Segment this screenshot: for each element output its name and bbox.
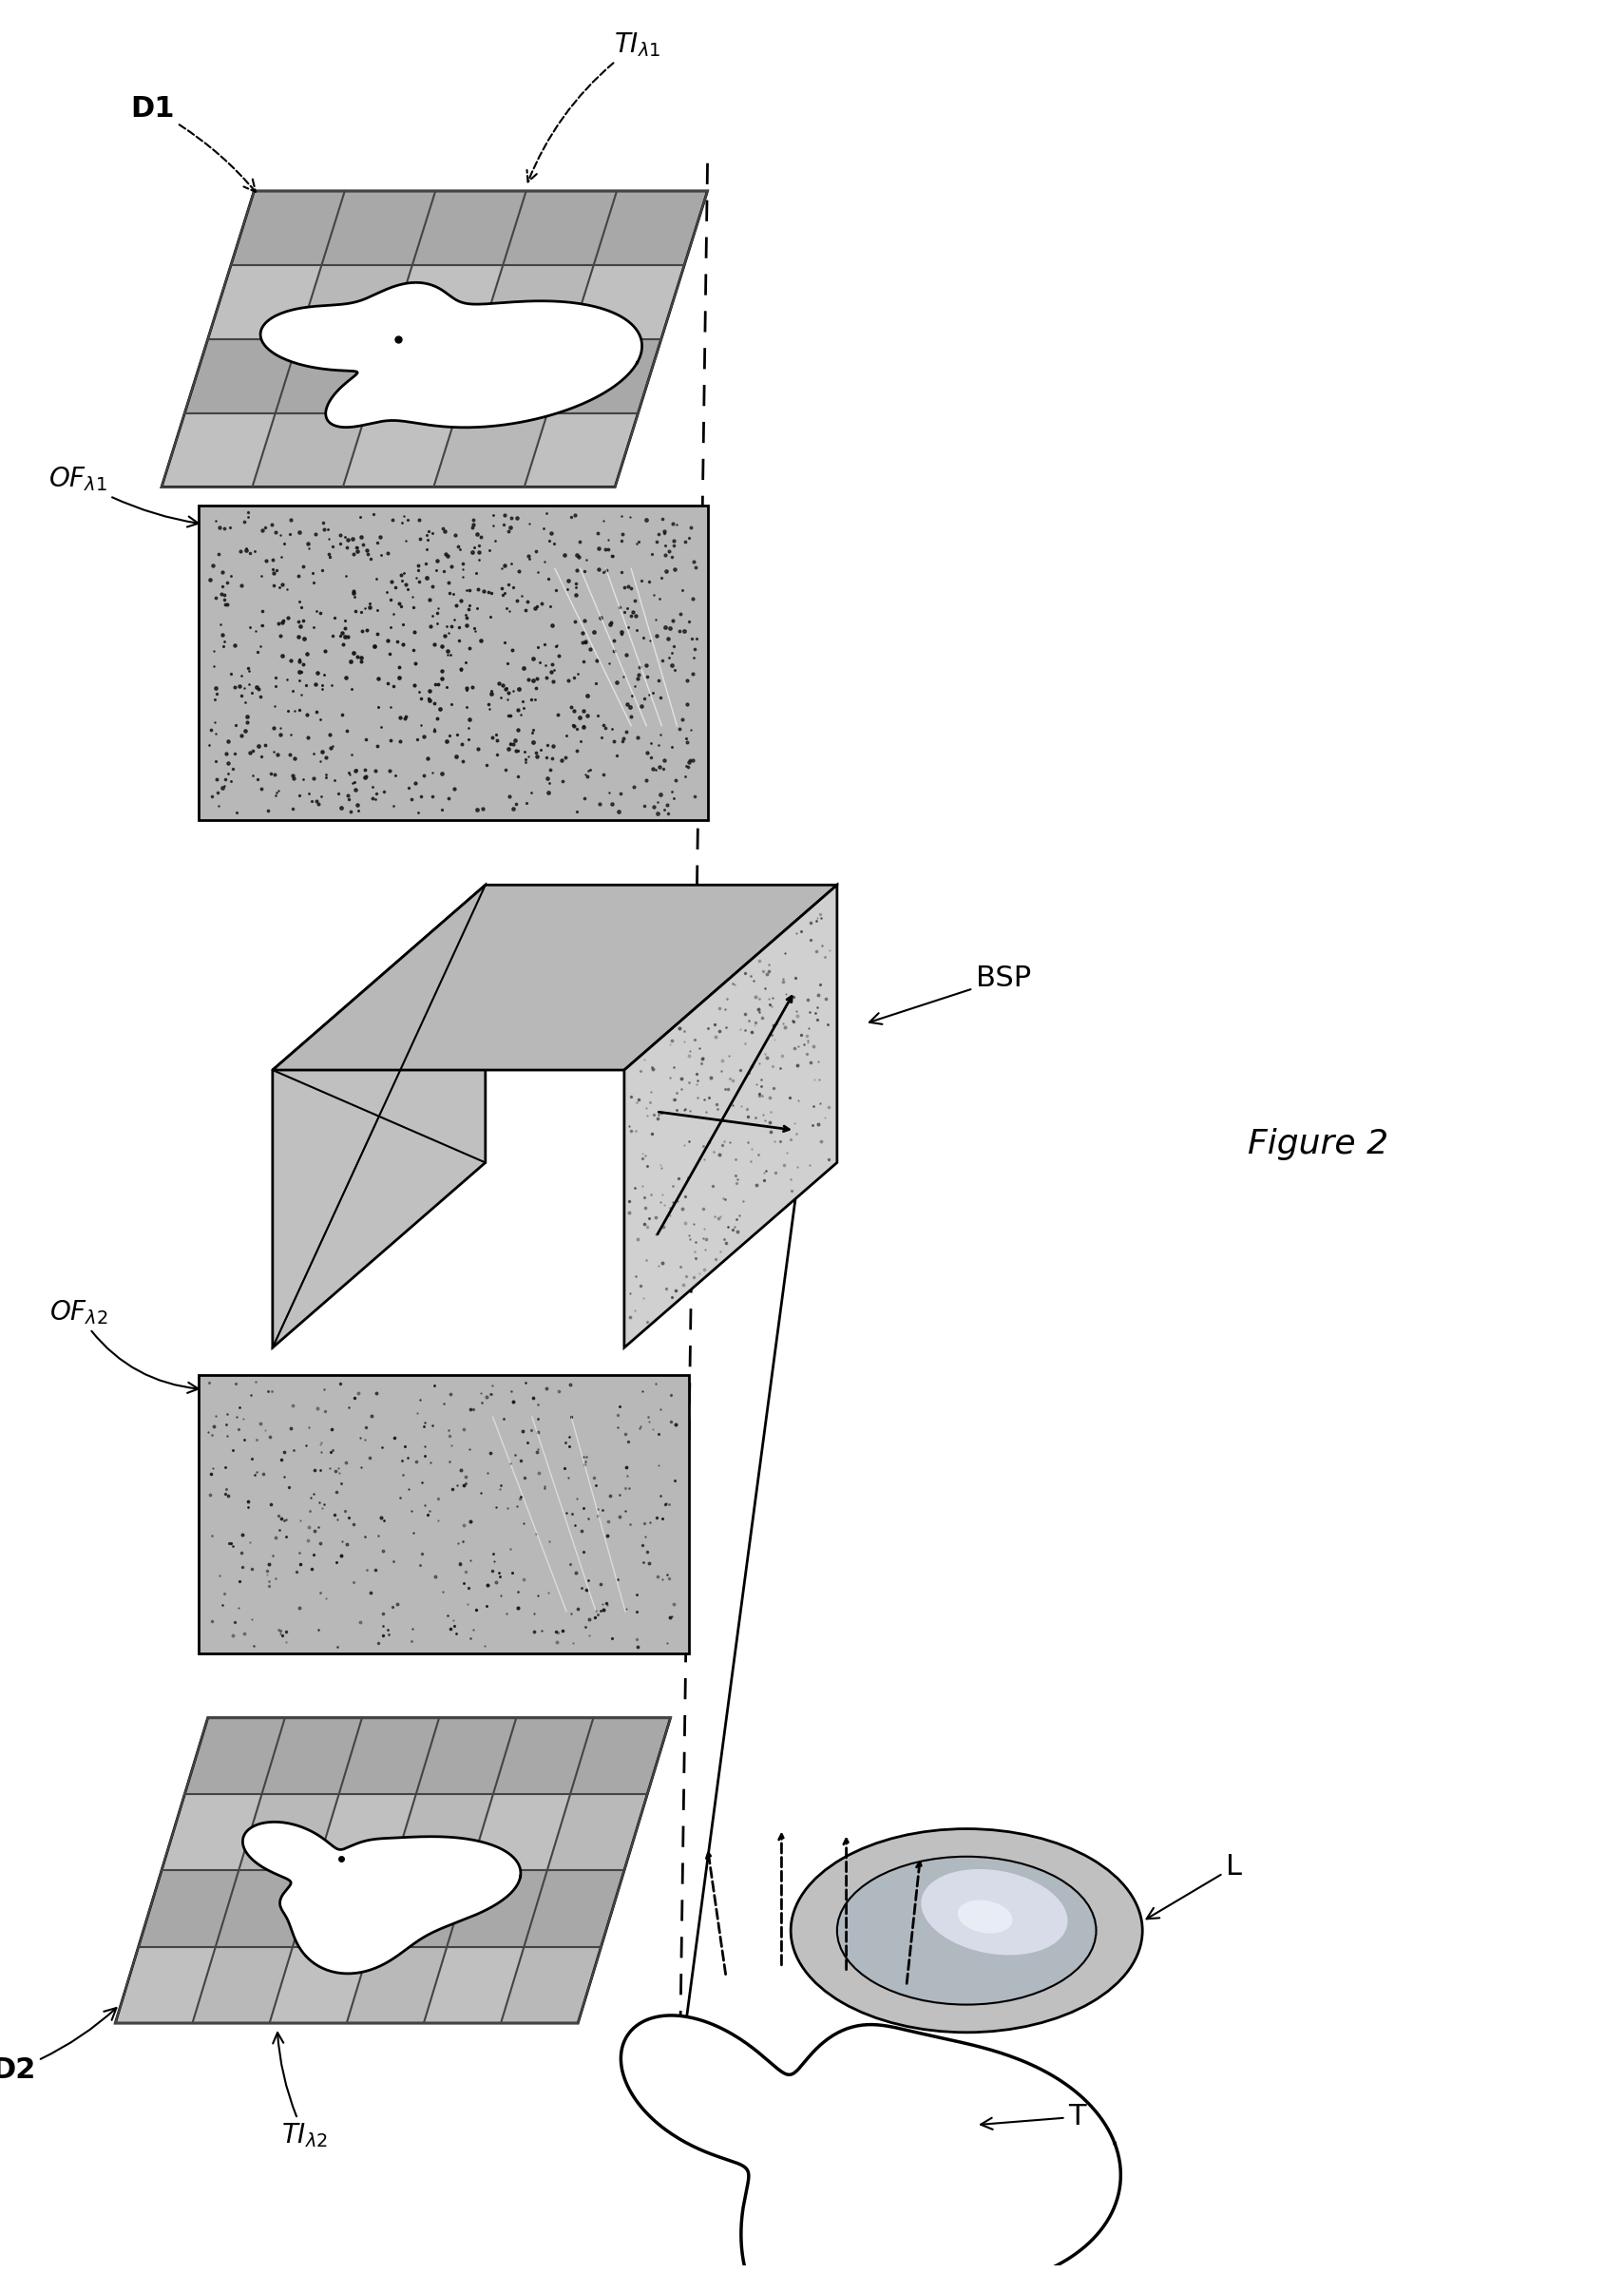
Text: $OF_{\lambda 1}$: $OF_{\lambda 1}$ <box>49 465 198 527</box>
Polygon shape <box>260 282 641 426</box>
Polygon shape <box>115 1946 601 2024</box>
Ellipse shape <box>791 1829 1142 2033</box>
Ellipse shape <box>958 1900 1013 1934</box>
Polygon shape <box>208 266 684 339</box>
Polygon shape <box>346 1717 516 2024</box>
Ellipse shape <box>836 1857 1096 2006</box>
Polygon shape <box>620 2015 1121 2292</box>
Text: Figure 2: Figure 2 <box>1247 1128 1389 1160</box>
Text: D2: D2 <box>0 2008 117 2083</box>
Polygon shape <box>434 190 617 488</box>
Text: L: L <box>1147 1854 1242 1918</box>
Polygon shape <box>273 885 486 1348</box>
Polygon shape <box>500 1717 671 2024</box>
Polygon shape <box>252 190 435 488</box>
Text: T: T <box>981 2104 1086 2132</box>
Text: $TI_{\lambda 2}$: $TI_{\lambda 2}$ <box>273 2033 328 2150</box>
Polygon shape <box>242 1822 521 1973</box>
Polygon shape <box>161 413 638 488</box>
Polygon shape <box>161 1795 648 1870</box>
Polygon shape <box>198 507 708 821</box>
Polygon shape <box>192 1717 362 2024</box>
Text: $TI_{\lambda 1}$: $TI_{\lambda 1}$ <box>526 30 661 181</box>
Ellipse shape <box>921 1868 1067 1955</box>
Polygon shape <box>231 190 708 266</box>
Polygon shape <box>624 885 836 1348</box>
Polygon shape <box>273 885 836 1070</box>
Text: D1: D1 <box>130 94 255 193</box>
Text: BSP: BSP <box>869 965 1031 1025</box>
Polygon shape <box>138 1870 624 1946</box>
Text: $OF_{\lambda 2}$: $OF_{\lambda 2}$ <box>49 1297 198 1394</box>
Polygon shape <box>185 339 661 413</box>
Polygon shape <box>198 1375 689 1653</box>
Polygon shape <box>185 1717 671 1795</box>
